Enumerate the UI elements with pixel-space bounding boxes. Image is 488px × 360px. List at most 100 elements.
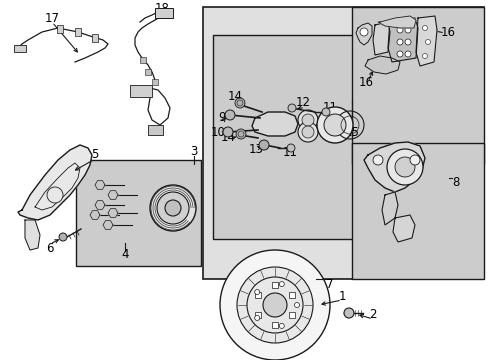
Bar bbox=[14, 45, 26, 52]
Bar bbox=[254, 312, 260, 318]
Polygon shape bbox=[90, 211, 100, 219]
Bar bbox=[155, 8, 173, 18]
Circle shape bbox=[396, 51, 402, 57]
Bar bbox=[92, 34, 98, 42]
Polygon shape bbox=[18, 145, 92, 220]
Bar bbox=[289, 292, 295, 298]
Polygon shape bbox=[25, 220, 40, 250]
Circle shape bbox=[286, 144, 294, 152]
Circle shape bbox=[302, 114, 313, 126]
Text: 13: 13 bbox=[248, 144, 263, 157]
Circle shape bbox=[47, 187, 63, 203]
Bar bbox=[213, 35, 359, 239]
Circle shape bbox=[404, 27, 410, 33]
Circle shape bbox=[263, 293, 286, 317]
Text: 5: 5 bbox=[91, 148, 99, 162]
Bar bbox=[271, 322, 278, 328]
Circle shape bbox=[324, 114, 346, 136]
Polygon shape bbox=[381, 192, 397, 225]
Circle shape bbox=[236, 129, 245, 139]
Text: 16: 16 bbox=[358, 77, 373, 90]
Bar bbox=[271, 282, 278, 288]
Text: 17: 17 bbox=[44, 12, 60, 24]
Circle shape bbox=[237, 267, 312, 343]
Circle shape bbox=[220, 250, 329, 360]
Circle shape bbox=[223, 127, 232, 137]
Bar bbox=[254, 292, 260, 298]
Circle shape bbox=[372, 155, 382, 165]
Bar bbox=[152, 79, 158, 85]
Text: 1: 1 bbox=[338, 289, 345, 302]
Polygon shape bbox=[415, 16, 436, 66]
Circle shape bbox=[279, 323, 284, 328]
Bar bbox=[148, 125, 163, 135]
Text: 9: 9 bbox=[218, 112, 225, 125]
Circle shape bbox=[425, 40, 429, 45]
Circle shape bbox=[396, 27, 402, 33]
Circle shape bbox=[404, 51, 410, 57]
Bar bbox=[140, 57, 146, 63]
Circle shape bbox=[409, 155, 419, 165]
Polygon shape bbox=[364, 56, 399, 74]
Circle shape bbox=[157, 192, 189, 224]
Polygon shape bbox=[387, 18, 417, 62]
Bar bbox=[351, 7, 483, 164]
Circle shape bbox=[343, 308, 353, 318]
Circle shape bbox=[404, 39, 410, 45]
Polygon shape bbox=[108, 191, 118, 199]
Polygon shape bbox=[251, 112, 297, 136]
Text: 12: 12 bbox=[295, 96, 310, 109]
Circle shape bbox=[422, 54, 427, 58]
Circle shape bbox=[235, 98, 244, 108]
Bar bbox=[145, 69, 151, 75]
Text: 11: 11 bbox=[282, 147, 297, 159]
Text: 6: 6 bbox=[46, 242, 54, 255]
Bar bbox=[75, 28, 81, 36]
Bar bbox=[130, 85, 152, 97]
Circle shape bbox=[287, 104, 295, 112]
Bar bbox=[351, 143, 483, 279]
Circle shape bbox=[259, 140, 268, 150]
Circle shape bbox=[359, 28, 367, 36]
Bar bbox=[76, 160, 201, 266]
Polygon shape bbox=[108, 209, 118, 217]
Text: 8: 8 bbox=[451, 176, 459, 189]
Circle shape bbox=[279, 282, 284, 287]
Circle shape bbox=[150, 185, 196, 231]
Circle shape bbox=[321, 108, 329, 116]
Circle shape bbox=[316, 107, 352, 143]
Text: 18: 18 bbox=[154, 1, 169, 14]
Polygon shape bbox=[363, 142, 424, 192]
Circle shape bbox=[422, 26, 427, 31]
Text: 4: 4 bbox=[121, 248, 128, 261]
Circle shape bbox=[396, 39, 402, 45]
Circle shape bbox=[224, 110, 235, 120]
Circle shape bbox=[254, 315, 259, 320]
Text: 2: 2 bbox=[368, 309, 376, 321]
Text: 16: 16 bbox=[440, 26, 454, 39]
Circle shape bbox=[297, 122, 317, 142]
Polygon shape bbox=[372, 22, 389, 55]
Text: 14: 14 bbox=[220, 131, 235, 144]
Circle shape bbox=[297, 110, 317, 130]
Circle shape bbox=[302, 126, 313, 138]
Text: 10: 10 bbox=[210, 126, 225, 139]
Circle shape bbox=[254, 289, 259, 294]
Circle shape bbox=[59, 233, 67, 241]
Text: 11: 11 bbox=[322, 102, 337, 114]
Circle shape bbox=[394, 157, 414, 177]
Text: 15: 15 bbox=[344, 126, 359, 139]
Bar bbox=[203, 7, 483, 279]
Polygon shape bbox=[355, 23, 371, 45]
Circle shape bbox=[386, 149, 422, 185]
Polygon shape bbox=[95, 181, 105, 189]
Circle shape bbox=[164, 200, 181, 216]
Circle shape bbox=[246, 277, 303, 333]
Circle shape bbox=[294, 302, 299, 307]
Text: 7: 7 bbox=[325, 278, 333, 291]
Text: 3: 3 bbox=[190, 145, 197, 158]
Polygon shape bbox=[103, 221, 113, 229]
Polygon shape bbox=[377, 16, 415, 28]
Bar bbox=[289, 312, 295, 318]
Polygon shape bbox=[392, 215, 414, 242]
